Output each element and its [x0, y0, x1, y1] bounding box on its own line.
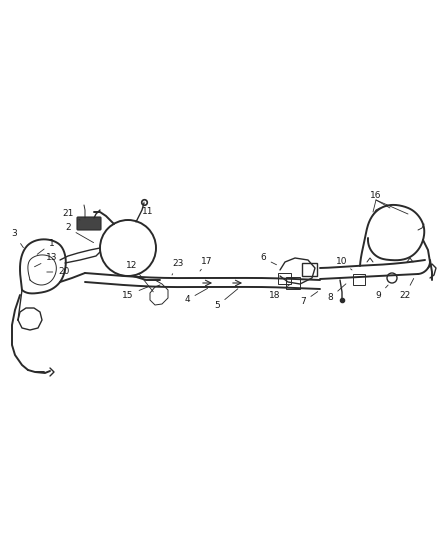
Text: 12: 12: [126, 261, 153, 292]
Text: 13: 13: [35, 254, 58, 266]
Text: 21: 21: [62, 208, 80, 220]
Text: 11: 11: [142, 202, 154, 216]
Text: 10: 10: [336, 257, 352, 270]
Text: 8: 8: [327, 284, 346, 303]
Text: 16: 16: [370, 190, 382, 199]
Text: 15: 15: [122, 287, 148, 300]
Text: 9: 9: [375, 285, 388, 301]
Text: 4: 4: [184, 288, 208, 304]
Text: 7: 7: [300, 292, 318, 306]
Text: 23: 23: [172, 260, 184, 275]
Text: 20: 20: [47, 268, 70, 277]
Text: 1: 1: [37, 238, 55, 254]
Text: 2: 2: [65, 223, 94, 243]
Text: 22: 22: [399, 278, 414, 300]
Text: 3: 3: [11, 230, 23, 248]
Text: 6: 6: [260, 254, 276, 265]
Text: 18: 18: [269, 285, 290, 300]
FancyBboxPatch shape: [77, 217, 101, 230]
Text: 17: 17: [200, 257, 213, 271]
Text: 5: 5: [214, 289, 238, 311]
